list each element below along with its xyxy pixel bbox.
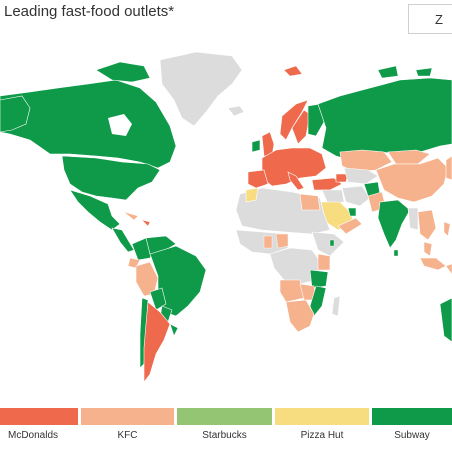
legend-swatch-starbucks	[177, 408, 272, 425]
legend-item-mcdonalds[interactable]: McDonalds	[0, 408, 78, 448]
legend-label-kfc: KFC	[117, 430, 138, 441]
region-greenland[interactable]	[159, 51, 243, 127]
legend-swatch-mcdonalds	[0, 408, 78, 425]
legend-item-pizza-hut[interactable]: Pizza Hut	[275, 408, 369, 448]
map-title: Leading fast-food outlets*	[4, 3, 175, 20]
region-arctic-islands[interactable]	[95, 61, 151, 83]
region-morocco[interactable]	[245, 187, 259, 203]
region-gulf[interactable]	[347, 207, 357, 217]
legend-item-kfc[interactable]: KFC	[81, 408, 174, 448]
region-central-asia[interactable]	[343, 167, 379, 185]
legend-label-mcdonalds: McDonalds	[8, 430, 59, 441]
region-central-america[interactable]	[111, 227, 135, 253]
region-uk[interactable]	[261, 131, 275, 157]
region-malaysia[interactable]	[423, 241, 433, 257]
region-ghana[interactable]	[263, 235, 273, 249]
region-australia[interactable]	[439, 297, 452, 343]
legend: McDonalds KFC Starbucks Pizza Hut Subway	[0, 408, 452, 448]
region-argentina[interactable]	[143, 301, 171, 383]
region-alaska[interactable]	[0, 95, 31, 133]
zoom-control[interactable]: Z	[408, 4, 452, 34]
legend-label-subway: Subway	[394, 430, 430, 441]
region-yemen-oman[interactable]	[337, 217, 363, 235]
legend-item-subway[interactable]: Subway	[372, 408, 452, 448]
region-philippines[interactable]	[443, 221, 451, 237]
region-russia[interactable]	[317, 77, 452, 161]
region-nigeria[interactable]	[275, 233, 289, 249]
region-indonesia[interactable]	[419, 257, 447, 271]
legend-item-starbucks[interactable]: Starbucks	[177, 408, 272, 448]
region-mongolia[interactable]	[387, 149, 431, 165]
region-russia-islands[interactable]	[377, 65, 399, 79]
region-mozambique[interactable]	[309, 285, 327, 317]
region-uruguay[interactable]	[169, 323, 179, 337]
legend-label-pizza-hut: Pizza Hut	[300, 430, 344, 441]
region-china[interactable]	[375, 157, 449, 203]
region-svalbard[interactable]	[283, 65, 303, 77]
region-iceland[interactable]	[227, 105, 245, 117]
region-mexico[interactable]	[69, 189, 121, 231]
region-usa[interactable]	[61, 155, 161, 201]
region-horn-of-africa[interactable]	[311, 231, 345, 257]
region-djibouti[interactable]	[329, 239, 335, 247]
region-bolivia[interactable]	[149, 287, 167, 311]
region-caucasus[interactable]	[335, 173, 349, 183]
region-caribbean[interactable]	[141, 219, 151, 227]
region-egypt[interactable]	[299, 193, 321, 211]
region-italy[interactable]	[287, 171, 305, 191]
region-kazakhstan[interactable]	[339, 149, 393, 173]
region-southern-africa[interactable]	[285, 299, 315, 333]
region-india[interactable]	[377, 199, 411, 249]
region-iberia[interactable]	[247, 169, 269, 189]
legend-swatch-kfc	[81, 408, 174, 425]
region-western-europe[interactable]	[261, 147, 327, 187]
region-canada[interactable]	[0, 79, 177, 169]
region-iran[interactable]	[341, 185, 371, 207]
region-iraq-syria[interactable]	[321, 189, 345, 205]
region-myanmar[interactable]	[407, 207, 419, 231]
region-indochina[interactable]	[417, 209, 437, 241]
legend-swatch-subway	[372, 408, 452, 425]
legend-label-starbucks: Starbucks	[202, 430, 247, 441]
hudson-bay	[108, 114, 132, 136]
region-russia-islands-2[interactable]	[415, 67, 433, 77]
region-kenya[interactable]	[317, 253, 331, 271]
legend-swatch-pizza-hut	[275, 408, 369, 425]
world-map[interactable]	[0, 44, 452, 394]
region-new-guinea[interactable]	[445, 263, 452, 275]
region-ireland[interactable]	[251, 139, 261, 153]
region-sri-lanka[interactable]	[393, 249, 399, 257]
region-angola[interactable]	[279, 279, 305, 303]
region-tanzania[interactable]	[309, 269, 329, 289]
region-turkey[interactable]	[311, 177, 343, 191]
region-cuba[interactable]	[123, 211, 139, 221]
region-madagascar[interactable]	[331, 295, 341, 317]
region-korea-japan[interactable]	[445, 155, 452, 181]
